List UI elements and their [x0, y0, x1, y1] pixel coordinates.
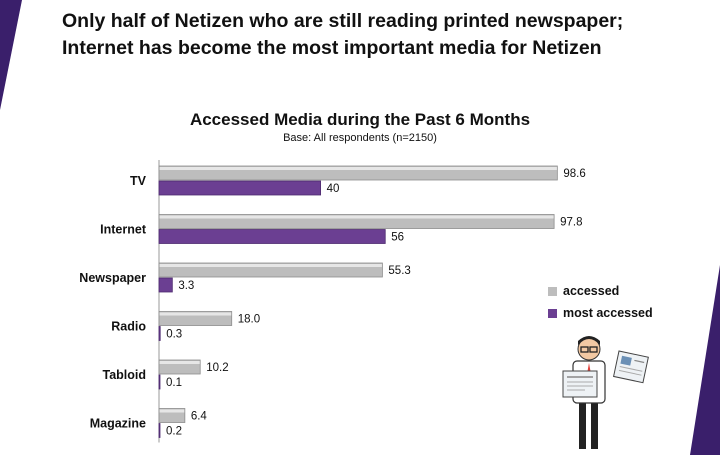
bar-highlight-internet [159, 215, 554, 219]
value-label-accessed-tabloid: 10.2 [206, 362, 228, 374]
value-label-accessed-newspaper: 55.3 [388, 265, 410, 277]
bar-most-accessed-tv [158, 180, 322, 196]
legend-item-accessed: accessed [548, 280, 653, 302]
legend-item-most-accessed: most accessed [548, 302, 653, 324]
bar-most-accessed-magazine [158, 423, 161, 438]
bar-most-accessed-internet [158, 229, 386, 244]
chart-title: Accessed Media during the Past 6 Months [189, 110, 531, 129]
legend: accessed most accessed [548, 280, 653, 324]
category-label-magazine: Magazine [90, 417, 146, 431]
legend-label-accessed: accessed [563, 284, 620, 298]
value-label-most-accessed-tabloid: 0.1 [166, 377, 182, 389]
value-label-most-accessed-internet: 56 [391, 232, 404, 244]
value-label-accessed-internet: 97.8 [560, 217, 582, 229]
value-label-accessed-tv: 98.6 [563, 168, 585, 180]
value-label-most-accessed-newspaper: 3.3 [178, 280, 194, 292]
legend-swatch-most-accessed [548, 308, 557, 318]
bar-most-accessed-tabloid [158, 374, 161, 390]
bar-most-accessed-radio [158, 326, 161, 341]
category-label-newspaper: Newspaper [79, 271, 146, 285]
bar-highlight-newspaper [159, 264, 382, 267]
newspaper-reader-icon [562, 336, 649, 449]
legend-swatch-accessed [548, 286, 557, 296]
value-label-accessed-magazine: 6.4 [191, 411, 208, 423]
value-label-most-accessed-magazine: 0.2 [166, 426, 182, 438]
bar-highlight-magazine [159, 409, 185, 413]
bar-most-accessed-newspaper [158, 277, 173, 293]
category-label-internet: Internet [100, 223, 147, 237]
value-label-most-accessed-tv: 40 [327, 183, 340, 195]
category-label-tv: TV [130, 174, 147, 188]
legend-label-most-accessed: most accessed [563, 306, 653, 320]
bar-highlight-tabloid [159, 361, 200, 364]
bar-highlight-radio [159, 312, 232, 316]
category-label-radio: Radio [111, 320, 146, 334]
value-label-most-accessed-radio: 0.3 [166, 329, 182, 341]
bar-highlight-tv [159, 167, 557, 170]
headline-line-2: Internet has become the most important m… [62, 37, 602, 59]
value-label-accessed-radio: 18.0 [238, 314, 260, 326]
headline-line-1: Only half of Netizen who are still readi… [62, 10, 624, 32]
chart-subtitle: Base: All respondents (n=2150) [283, 132, 437, 144]
category-label-tabloid: Tabloid [102, 368, 146, 382]
headline: Only half of Netizen who are still readi… [62, 8, 682, 62]
